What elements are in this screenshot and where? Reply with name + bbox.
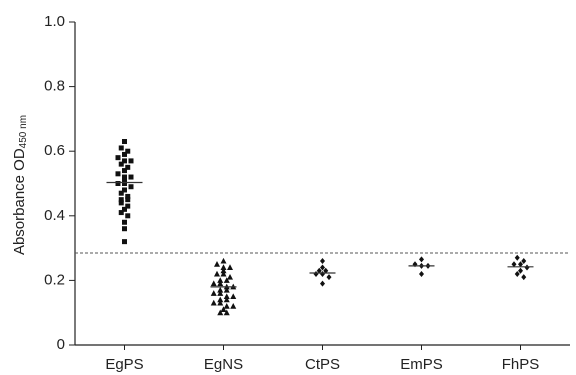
point: [514, 254, 520, 261]
x-tick-label: EgNS: [204, 356, 243, 373]
point: [230, 303, 237, 309]
point: [518, 261, 523, 268]
point: [125, 164, 131, 170]
point: [511, 261, 517, 268]
point: [122, 177, 127, 183]
point: [118, 210, 124, 216]
y-tick-label: 0.4: [44, 207, 65, 224]
x-tick-label: CtPS: [305, 356, 340, 373]
point: [227, 273, 233, 280]
point: [115, 155, 121, 161]
point: [122, 174, 127, 180]
point: [521, 258, 527, 265]
point: [326, 274, 332, 281]
point: [220, 306, 227, 312]
point: [220, 257, 227, 264]
point: [122, 187, 127, 193]
point: [118, 197, 124, 203]
point: [320, 258, 325, 265]
y-axis-label-main: Absorbance OD: [11, 148, 28, 255]
y-tick-label: 0: [57, 336, 65, 353]
point: [223, 286, 230, 293]
y-axis-label-sub: 450 nm: [18, 115, 29, 148]
point: [122, 168, 127, 174]
point: [122, 239, 127, 245]
y-tick-label: 0.6: [44, 142, 65, 159]
x-tick-label: EgPS: [105, 356, 143, 373]
y-tick-label: 0.8: [44, 78, 65, 95]
point: [210, 290, 217, 296]
point: [125, 203, 131, 209]
point: [217, 299, 224, 306]
point: [122, 158, 127, 164]
point: [419, 256, 424, 263]
point: [210, 280, 217, 287]
point: [122, 181, 127, 186]
point: [320, 264, 325, 271]
point: [521, 274, 527, 281]
point: [223, 293, 230, 300]
point: [128, 158, 134, 164]
point: [122, 226, 127, 232]
point: [217, 286, 224, 293]
x-tick-label: EmPS: [400, 356, 443, 373]
y-tick-label: 0.2: [44, 271, 65, 288]
point: [227, 264, 233, 270]
point: [220, 267, 227, 274]
point: [122, 139, 127, 145]
point: [125, 197, 131, 203]
point: [514, 270, 520, 277]
point: [323, 267, 329, 274]
y-tick-label: 1.0: [44, 13, 65, 30]
point: [125, 213, 131, 219]
point: [118, 145, 124, 151]
point: [518, 267, 523, 274]
point: [217, 290, 224, 296]
point: [214, 270, 220, 277]
point: [122, 219, 127, 225]
y-axis-label: Absorbance OD450 nm: [11, 115, 29, 255]
point: [316, 267, 322, 274]
point: [115, 171, 121, 177]
point: [217, 296, 224, 303]
point: [118, 200, 124, 206]
point: [118, 190, 124, 196]
point: [217, 309, 224, 316]
point: [217, 277, 224, 283]
point: [118, 161, 124, 167]
point: [223, 277, 230, 283]
point: [524, 264, 530, 271]
point: [210, 299, 217, 306]
point: [122, 206, 127, 212]
point: [419, 270, 424, 277]
point: [128, 184, 134, 190]
point: [223, 309, 230, 316]
point: [125, 193, 131, 199]
point: [223, 296, 230, 303]
point: [214, 261, 220, 267]
point: [220, 270, 227, 277]
x-tick-label: FhPS: [502, 356, 540, 373]
point: [320, 280, 325, 287]
point: [125, 148, 131, 154]
point: [230, 293, 237, 300]
point: [115, 181, 121, 186]
point: [122, 151, 127, 157]
point: [217, 280, 224, 287]
point: [128, 174, 134, 180]
point: [220, 264, 227, 270]
point: [223, 303, 230, 309]
